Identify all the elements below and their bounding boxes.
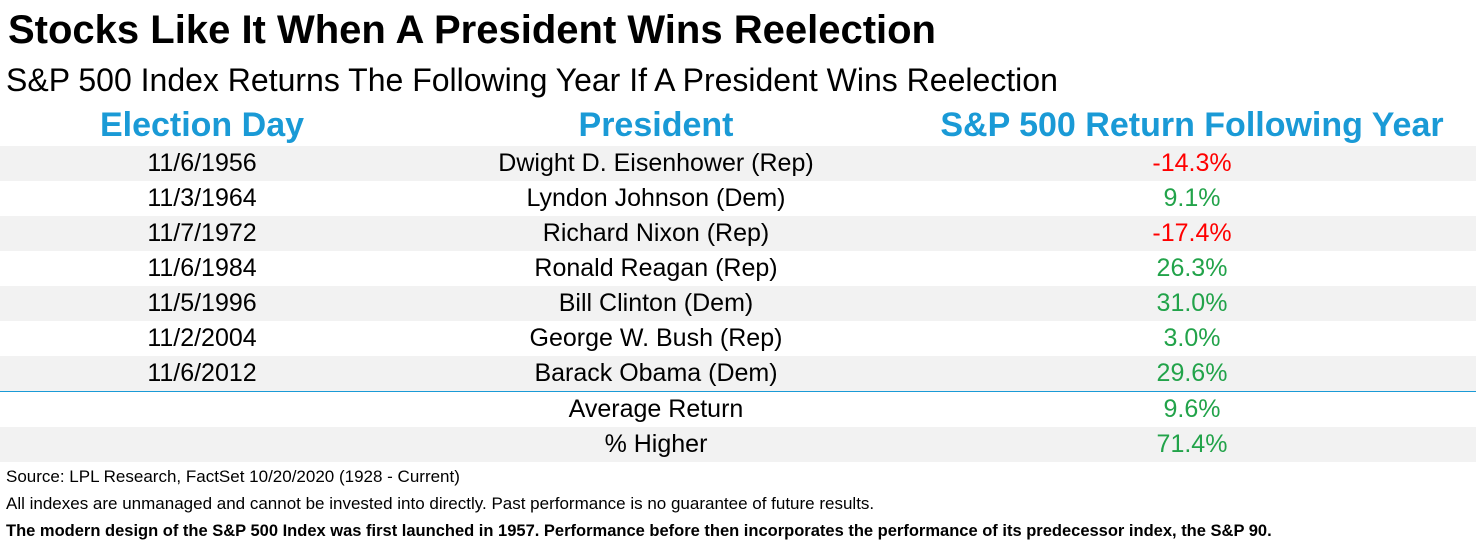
cell-president: Dwight D. Eisenhower (Rep) [498, 149, 814, 177]
table-row: 11/3/1964 Lyndon Johnson (Dem) 9.1% [0, 181, 1476, 216]
table-divider [0, 390, 1476, 392]
cell-date: 11/6/1956 [147, 149, 257, 177]
table-row: 11/2/2004 George W. Bush (Rep) 3.0% [0, 321, 1476, 356]
cell-return: 9.1% [1163, 184, 1221, 212]
cell-return: 31.0% [1156, 289, 1228, 317]
returns-table: Election Day President S&P 500 Return Fo… [0, 104, 1476, 462]
header-return: S&P 500 Return Following Year [940, 106, 1444, 144]
header-election-day: Election Day [99, 106, 305, 144]
cell-date: 11/2/2004 [147, 324, 257, 352]
table-row: 11/5/1996 Bill Clinton (Dem) 31.0% [0, 286, 1476, 321]
cell-return: 26.3% [1156, 254, 1228, 282]
page-title: Stocks Like It When A President Wins Ree… [8, 8, 936, 52]
summary-label: Average Return [568, 395, 744, 423]
cell-date: 11/5/1996 [147, 289, 257, 317]
summary-row-average: Average Return 9.6% [0, 392, 1476, 427]
table-row: 11/6/2012 Barack Obama (Dem) 29.6% [0, 356, 1476, 391]
summary-row-higher: % Higher 71.4% [0, 427, 1476, 462]
summary-value: 71.4% [1156, 430, 1228, 458]
table-header: Election Day President S&P 500 Return Fo… [0, 104, 1476, 146]
cell-date: 11/6/2012 [147, 359, 257, 387]
cell-president: Bill Clinton (Dem) [558, 289, 754, 317]
cell-return: 29.6% [1156, 359, 1228, 387]
cell-president: Lyndon Johnson (Dem) [526, 184, 786, 212]
cell-return: 3.0% [1163, 324, 1221, 352]
cell-date: 11/7/1972 [147, 219, 257, 247]
cell-return: -17.4% [1152, 219, 1232, 247]
header-president: President [578, 106, 734, 144]
cell-president: George W. Bush (Rep) [529, 324, 783, 352]
cell-president: Ronald Reagan (Rep) [534, 254, 778, 282]
summary-value: 9.6% [1163, 395, 1221, 423]
cell-date: 11/6/1984 [147, 254, 257, 282]
page-subtitle: S&P 500 Index Returns The Following Year… [6, 62, 1058, 98]
table-row: 11/6/1984 Ronald Reagan (Rep) 26.3% [0, 251, 1476, 286]
source-note: Source: LPL Research, FactSet 10/20/2020… [6, 467, 460, 486]
table-row: 11/7/1972 Richard Nixon (Rep) -17.4% [0, 216, 1476, 251]
table-row: 11/6/1956 Dwight D. Eisenhower (Rep) -14… [0, 146, 1476, 181]
cell-date: 11/3/1964 [147, 184, 257, 212]
cell-president: Richard Nixon (Rep) [542, 219, 770, 247]
cell-return: -14.3% [1152, 149, 1232, 177]
disclaimer-note: All indexes are unmanaged and cannot be … [6, 494, 875, 513]
summary-label: % Higher [604, 430, 708, 458]
methodology-note: The modern design of the S&P 500 Index w… [6, 522, 1272, 540]
cell-president: Barack Obama (Dem) [534, 359, 778, 387]
